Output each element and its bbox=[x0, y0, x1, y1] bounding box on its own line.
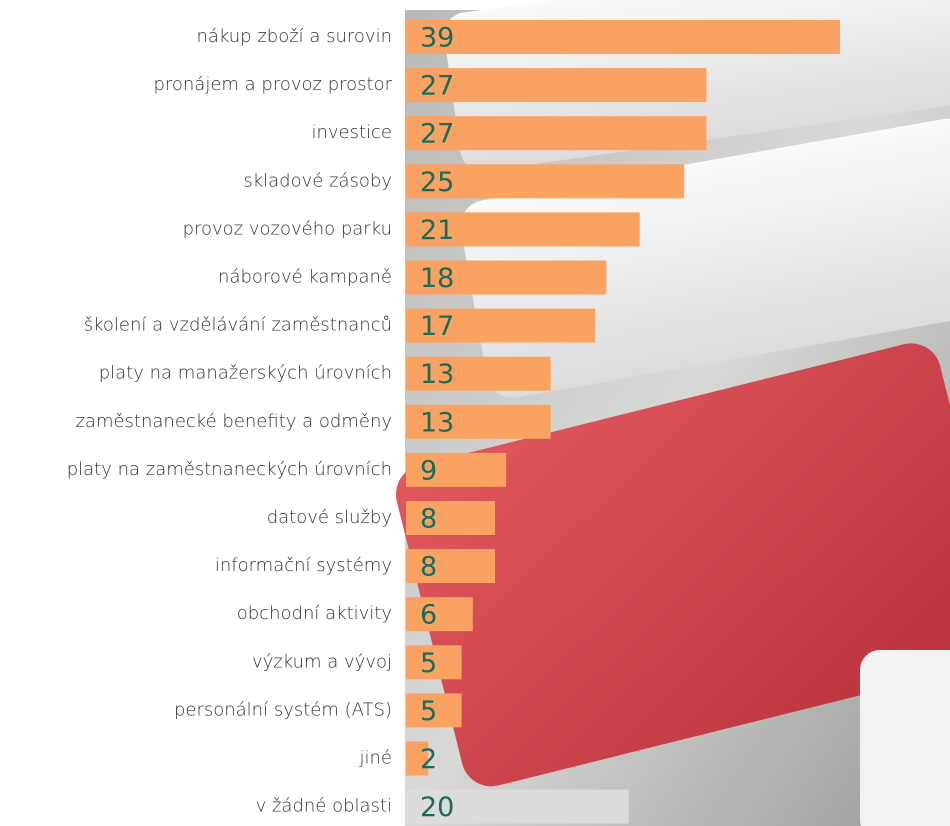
value-label: 27 bbox=[420, 119, 454, 150]
value-label: 17 bbox=[420, 311, 454, 342]
category-label: provoz vozového parku bbox=[183, 218, 392, 239]
value-label: 9 bbox=[420, 455, 437, 486]
category-label: pronájem a provoz prostor bbox=[153, 74, 392, 95]
value-label: 6 bbox=[420, 600, 437, 631]
category-label: platy na manažerských úrovních bbox=[99, 363, 392, 384]
category-label: zaměstnanecké benefity a odměny bbox=[75, 411, 392, 432]
category-label: školení a vzdělávání zaměstnanců bbox=[84, 315, 392, 336]
value-label: 18 bbox=[420, 263, 454, 294]
value-label: 25 bbox=[420, 167, 454, 198]
value-label: 5 bbox=[420, 648, 437, 679]
category-label: datové služby bbox=[267, 507, 392, 528]
bar bbox=[406, 597, 473, 631]
value-label: 21 bbox=[420, 215, 454, 246]
category-label: informační systémy bbox=[215, 555, 392, 576]
value-label: 8 bbox=[420, 552, 437, 583]
category-label: výzkum a vývoj bbox=[252, 651, 392, 672]
value-label: 8 bbox=[420, 504, 437, 535]
category-label: nákup zboží a surovin bbox=[196, 26, 392, 47]
category-label: personální systém (ATS) bbox=[174, 699, 392, 720]
category-label: obchodní aktivity bbox=[237, 603, 392, 624]
category-label: náborové kampaně bbox=[218, 267, 392, 288]
value-label: 27 bbox=[420, 71, 454, 102]
category-label: platy na zaměstnaneckých úrovních bbox=[67, 459, 392, 480]
category-label: v žádné oblasti bbox=[256, 796, 392, 817]
value-label: 20 bbox=[420, 792, 454, 823]
category-label: skladové zásoby bbox=[243, 170, 392, 191]
category-label: jiné bbox=[359, 748, 392, 769]
value-label: 2 bbox=[420, 744, 437, 775]
category-label: investice bbox=[311, 122, 392, 143]
value-label: 13 bbox=[420, 407, 454, 438]
value-label: 5 bbox=[420, 696, 437, 727]
bar bbox=[406, 20, 840, 54]
value-label: 39 bbox=[420, 23, 454, 54]
value-label: 13 bbox=[420, 359, 454, 390]
chart: nákup zboží a surovin 39 pronájem a provoz… bbox=[0, 0, 950, 826]
